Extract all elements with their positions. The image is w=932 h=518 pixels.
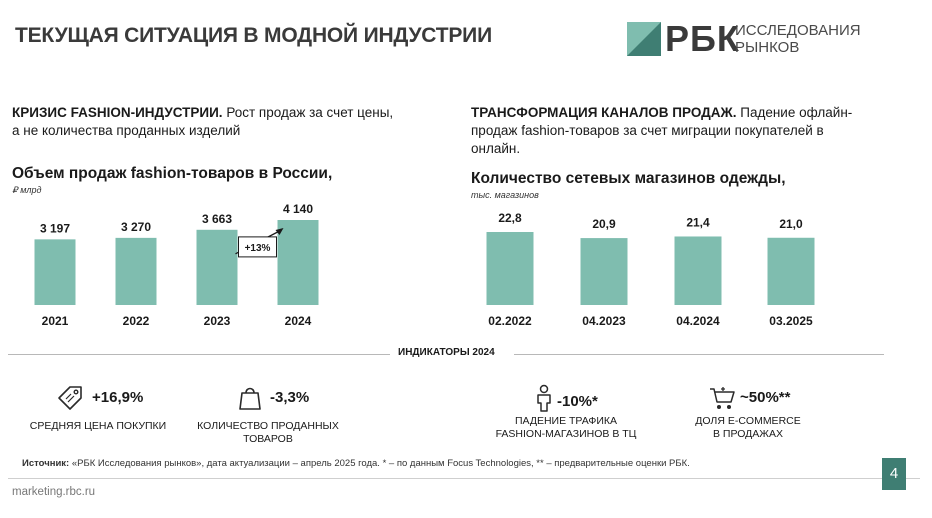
indicator-ecommerce-label2: В ПРОДАЖАХ [713, 428, 783, 440]
indicator-traffic-label2: FASHION-МАГАЗИНОВ В ТЦ [495, 428, 637, 440]
indicator-items-sold-value: -3,3% [270, 389, 310, 406]
chart1-title: Объем продаж fashion-товаров в России, [12, 165, 333, 182]
bar-value-label: 4 140 [283, 202, 313, 216]
bar-value-label: 3 270 [121, 220, 151, 234]
bar [580, 238, 628, 305]
bar [34, 239, 76, 305]
indicator-ecommerce-label1: ДОЛЯ E-COMMERCE [695, 415, 801, 427]
footer-divider [8, 478, 920, 479]
shopping-bag-icon [239, 387, 261, 410]
growth-annotation: +13% [245, 243, 271, 254]
bar [674, 236, 722, 305]
chart2-title: Количество сетевых магазинов одежды, [471, 170, 786, 187]
category-label: 2022 [123, 314, 150, 328]
indicators-divider-right [514, 354, 884, 355]
growth-arrow-head [275, 228, 284, 235]
left-section-text1: Рост продаж за счет цены, [222, 105, 394, 120]
bar [486, 232, 534, 305]
bar-value-label: 20,9 [592, 217, 616, 231]
category-label: 04.2023 [582, 314, 626, 328]
indicator-items-sold-label: КОЛИЧЕСТВО ПРОДАННЫХ ТОВАРОВ [188, 420, 348, 446]
category-label: 02.2022 [488, 314, 532, 328]
indicator-traffic-value: -10%* [557, 393, 598, 410]
category-label: 2021 [42, 314, 69, 328]
indicator-traffic-label: ПАДЕНИЕ ТРАФИКА FASHION-МАГАЗИНОВ В ТЦ [476, 415, 656, 441]
source-label: Источник: [22, 458, 70, 469]
bar-value-label: 3 663 [202, 212, 232, 226]
indicator-ecommerce-value: ~50%** [740, 389, 791, 406]
indicator-avg-price-label: СРЕДНЯЯ ЦЕНА ПОКУПКИ [18, 420, 178, 433]
category-label: 03.2025 [769, 314, 813, 328]
indicators-title: ИНДИКАТОРЫ 2024 [398, 347, 495, 358]
bar-value-label: 21,4 [686, 215, 710, 229]
indicator-items-sold-label1: КОЛИЧЕСТВО ПРОДАННЫХ [197, 420, 339, 432]
right-section-text: ТРАНСФОРМАЦИЯ КАНАЛОВ ПРОДАЖ. Падение оф… [471, 104, 891, 158]
logo-brand: РБК [665, 18, 740, 59]
source-text: «РБК Исследования рынков», дата актуализ… [69, 458, 690, 469]
indicator-avg-price-label1: СРЕДНЯЯ ЦЕНА ПОКУПКИ [29, 420, 167, 432]
bar [767, 237, 815, 305]
rbc-logo: РБК ИССЛЕДОВАНИЯ РЫНКОВ [627, 18, 867, 61]
indicators-divider-left [8, 354, 390, 355]
price-tag-icon [58, 386, 82, 410]
bar-value-label: 21,0 [779, 217, 803, 231]
right-section-text2: продаж fashion-товаров за счет миграции … [471, 123, 824, 138]
indicator-items-sold-label2: ТОВАРОВ [243, 433, 293, 445]
page-number: 4 [882, 458, 906, 490]
bar [115, 237, 157, 305]
right-section-heading: ТРАНСФОРМАЦИЯ КАНАЛОВ ПРОДАЖ. [471, 105, 737, 120]
category-label: 2024 [285, 314, 312, 328]
logo-line1: ИССЛЕДОВАНИЯ [735, 22, 861, 39]
bar [277, 220, 319, 305]
bar [196, 229, 238, 305]
indicator-traffic-label1: ПАДЕНИЕ ТРАФИКА [514, 415, 618, 427]
sales-volume-chart: 3 197 2021 3 270 2022 3 663 2023 4 140 2024 +13% [34, 202, 319, 328]
logo-mark-icon [627, 22, 661, 56]
indicator-ecommerce-label: ДОЛЯ E-COMMERCE В ПРОДАЖАХ [668, 415, 828, 441]
chart2-unit: тыс. магазинов [471, 190, 539, 200]
left-section-heading: КРИЗИС FASHION-ИНДУСТРИИ. [12, 105, 223, 120]
person-icon [537, 384, 551, 412]
right-section-text1: Падение офлайн- [736, 105, 853, 120]
chart1-unit: ₽ млрд [12, 185, 42, 195]
left-section-text: КРИЗИС FASHION-ИНДУСТРИИ. Рост продаж за… [12, 104, 442, 140]
category-label: 04.2024 [676, 314, 720, 328]
indicator-avg-price-value: +16,9% [92, 389, 144, 406]
cart-icon [710, 387, 735, 409]
category-label: 2023 [204, 314, 231, 328]
right-section-text3: онлайн. [471, 141, 521, 156]
bar-value-label: 22,8 [498, 211, 522, 225]
left-section-text2: а не количества проданных изделий [12, 123, 241, 138]
logo-line2: РЫНКОВ [735, 39, 800, 56]
bar-value-label: 3 197 [40, 221, 70, 235]
footer-url[interactable]: marketing.rbc.ru [12, 486, 96, 498]
page-title: ТЕКУЩАЯ СИТУАЦИЯ В МОДНОЙ ИНДУСТРИИ [15, 24, 492, 47]
stores-count-chart: 22,8 02.2022 20,9 04.2023 21,4 04.2024 21,0 03.… [486, 211, 815, 328]
growth-annotation-box [238, 236, 277, 258]
source-note: Источник: «РБК Исследования рынков», дат… [22, 458, 690, 469]
